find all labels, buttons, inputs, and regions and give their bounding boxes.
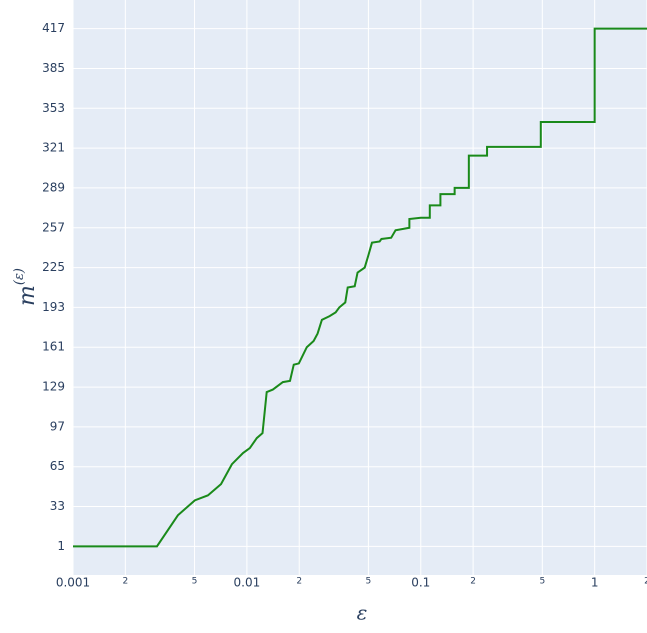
plot-area	[73, 0, 647, 575]
x-tick-label: 2	[644, 577, 647, 587]
x-tick-label: 1	[591, 576, 599, 590]
x-axis-label: ε	[357, 601, 368, 625]
x-tick-label: 5	[366, 577, 372, 587]
y-tick-label: 1	[57, 539, 65, 553]
y-axis-label-sup: (ε)	[12, 268, 27, 285]
y-axis-label: m(ε)	[12, 268, 41, 306]
x-tick-label: 2	[470, 577, 476, 587]
y-tick-label: 289	[42, 180, 65, 194]
y-tick-label: 417	[42, 21, 65, 35]
y-axis-label-base: m	[15, 285, 40, 306]
y-tick-label: 321	[42, 141, 65, 155]
x-tick-label: 2	[122, 577, 128, 587]
data-line	[73, 27, 647, 548]
y-tick-label: 193	[42, 300, 65, 314]
y-tick-label: 33	[50, 499, 65, 513]
x-tick-label: 5	[539, 577, 545, 587]
x-tick-label: 5	[192, 577, 198, 587]
y-tick-label: 353	[42, 101, 65, 115]
y-tick-label: 257	[42, 220, 65, 234]
y-tick-label: 65	[50, 459, 65, 473]
x-tick-label: 0.01	[234, 576, 261, 590]
x-tick-label: 2	[296, 577, 302, 587]
y-tick-label: 225	[42, 260, 65, 274]
y-tick-label: 385	[42, 61, 65, 75]
y-tick-label: 161	[42, 340, 65, 354]
x-tick-label: 0.1	[411, 576, 430, 590]
y-tick-label: 129	[42, 380, 65, 394]
y-tick-label: 97	[50, 419, 65, 433]
x-tick-label: 0.001	[56, 576, 90, 590]
